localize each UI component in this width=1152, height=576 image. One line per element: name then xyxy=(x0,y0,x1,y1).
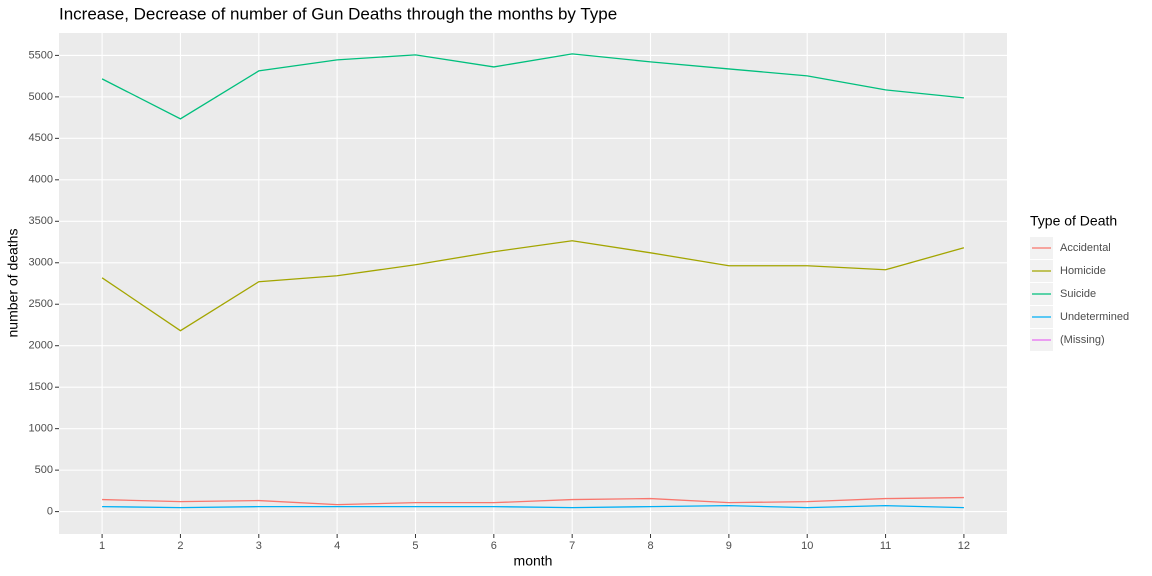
x-tick-label: 11 xyxy=(880,540,891,552)
x-tick-label: 7 xyxy=(569,540,575,552)
y-tick-label: 2000 xyxy=(29,340,53,352)
series-line xyxy=(101,53,964,120)
series-line xyxy=(101,240,965,332)
series-line xyxy=(102,504,964,509)
y-tick-label: 1500 xyxy=(29,381,53,393)
y-tick-label: 5500 xyxy=(29,49,53,61)
y-tick-label: 3000 xyxy=(29,257,53,269)
y-tick-label: 2500 xyxy=(29,298,53,310)
legend-label: (Missing) xyxy=(1060,334,1105,346)
y-tick-label: 3500 xyxy=(29,215,53,227)
legend-label: Accidental xyxy=(1060,242,1111,254)
plot-panel xyxy=(59,33,1007,534)
y-tick-label: 4500 xyxy=(29,132,53,144)
x-tick-label: 6 xyxy=(491,540,497,552)
x-tick-label: 10 xyxy=(801,540,813,552)
legend-title: Type of Death xyxy=(1030,213,1117,229)
legend-label: Homicide xyxy=(1060,265,1106,277)
y-tick-label: 4000 xyxy=(29,174,53,186)
legend-label: Undetermined xyxy=(1060,311,1129,323)
x-tick-label: 12 xyxy=(958,540,970,552)
chart-title: Increase, Decrease of number of Gun Deat… xyxy=(59,4,617,23)
x-tick-label: 1 xyxy=(99,540,105,552)
y-tick-label: 0 xyxy=(47,506,53,518)
x-tick-label: 4 xyxy=(334,540,340,552)
y-tick-label: 500 xyxy=(35,464,53,476)
x-tick-label: 9 xyxy=(726,540,732,552)
x-tick-label: 8 xyxy=(647,540,653,552)
y-tick-label: 1000 xyxy=(29,423,53,435)
y-axis-label: number of deaths xyxy=(5,229,21,338)
y-tick-label: 5000 xyxy=(29,91,53,103)
x-tick-label: 2 xyxy=(177,540,183,552)
x-tick-label: 5 xyxy=(412,540,418,552)
series-line xyxy=(102,496,964,506)
x-axis-label: month xyxy=(514,553,553,569)
legend-label: Suicide xyxy=(1060,288,1096,300)
x-tick-label: 3 xyxy=(256,540,262,552)
